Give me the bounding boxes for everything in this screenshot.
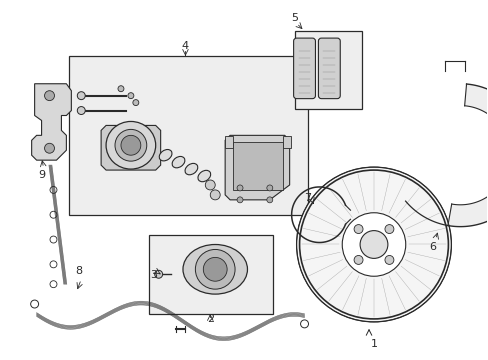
Bar <box>69 56 307 215</box>
Bar <box>233 142 282 190</box>
Bar <box>294 31 361 109</box>
Text: 8: 8 <box>76 266 82 276</box>
Text: 9: 9 <box>38 170 45 180</box>
Text: 3: 3 <box>150 270 157 280</box>
Circle shape <box>121 135 141 155</box>
Text: 2: 2 <box>206 314 213 324</box>
Text: 6: 6 <box>428 243 435 252</box>
Circle shape <box>266 197 272 203</box>
Ellipse shape <box>172 157 184 168</box>
Polygon shape <box>101 125 161 170</box>
FancyBboxPatch shape <box>318 38 340 99</box>
Circle shape <box>353 256 362 264</box>
Polygon shape <box>224 135 289 200</box>
Circle shape <box>44 143 54 153</box>
Ellipse shape <box>183 244 247 294</box>
Ellipse shape <box>198 170 210 182</box>
Text: 7: 7 <box>304 193 310 203</box>
Polygon shape <box>32 84 71 160</box>
Circle shape <box>154 270 163 278</box>
Circle shape <box>118 86 123 92</box>
Circle shape <box>384 225 393 234</box>
Circle shape <box>128 93 134 99</box>
Circle shape <box>353 225 362 234</box>
Circle shape <box>237 185 243 191</box>
Circle shape <box>77 92 85 100</box>
Circle shape <box>77 107 85 114</box>
Text: 5: 5 <box>290 13 298 23</box>
Ellipse shape <box>106 121 155 169</box>
Circle shape <box>342 213 405 276</box>
Circle shape <box>237 197 243 203</box>
Bar <box>282 136 290 148</box>
Ellipse shape <box>184 163 197 175</box>
Ellipse shape <box>159 149 172 161</box>
Circle shape <box>133 100 139 105</box>
Circle shape <box>359 231 387 258</box>
Circle shape <box>44 91 54 100</box>
Circle shape <box>115 129 146 161</box>
Text: 4: 4 <box>182 41 189 51</box>
Circle shape <box>266 185 272 191</box>
Circle shape <box>195 249 235 289</box>
FancyBboxPatch shape <box>293 38 315 99</box>
Bar <box>224 136 233 148</box>
Circle shape <box>205 180 215 190</box>
Circle shape <box>296 167 450 322</box>
Bar <box>148 235 272 314</box>
Circle shape <box>203 257 226 281</box>
Circle shape <box>210 190 220 200</box>
Text: 1: 1 <box>370 339 377 349</box>
Circle shape <box>384 256 393 264</box>
Polygon shape <box>447 84 488 227</box>
